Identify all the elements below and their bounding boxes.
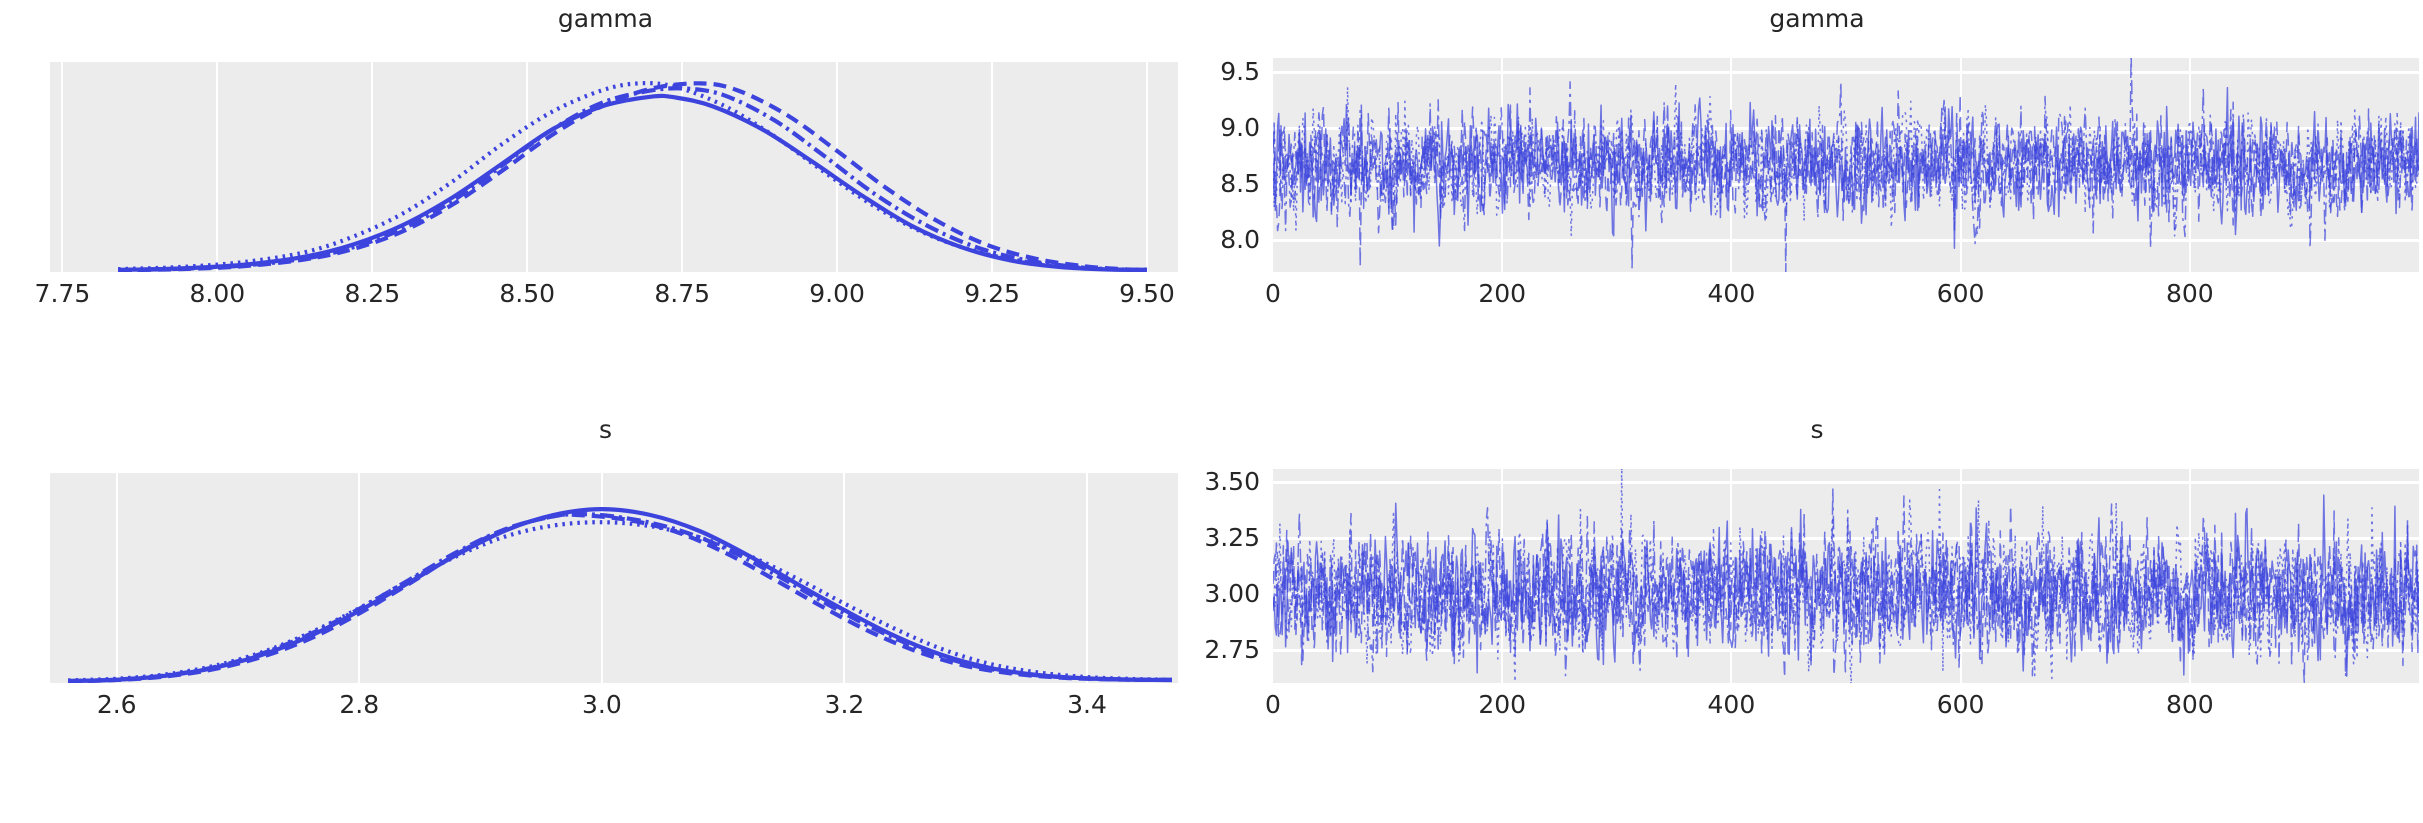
panel-s-density: s 2.6 2.8 3.0 3.2 3.4 [0,411,1211,823]
gridline-vertical [1501,58,1504,272]
chain-line [68,511,1172,683]
plot-lines [118,81,1148,272]
panel-gamma-trace: gamma 0 200 400 600 800 8.0 8.5 9.0 9.5 [1211,0,2423,411]
x-tick-label: 9.50 [1119,279,1175,308]
axes-s-trace [1273,469,2419,683]
axes-gamma-trace [1273,58,2419,272]
gridline-horizontal [1273,481,2419,485]
axes-gamma-density [50,62,1178,272]
x-tick-label: 800 [2165,690,2214,719]
y-tick-label: 3.00 [1204,578,1260,608]
gridline-horizontal [1273,126,2419,130]
gridline-vertical [1959,469,1962,683]
chain-line [118,86,1148,272]
panel-gamma-density: gamma 7.75 8.00 8.25 8.50 8.75 9.00 9.25 9.50 [0,0,1211,411]
panel-title-gamma-density: gamma [557,4,654,33]
gridline-vertical [1086,473,1089,683]
gridline-horizontal [1273,239,2419,243]
x-tick-label: 400 [1707,279,1756,308]
panel-s-trace: s 0 200 400 600 800 2.75 3.00 3.25 3.50 [1204,411,2423,823]
gridline-vertical [1730,469,1733,683]
gridline-vertical [2188,469,2191,683]
x-tick-label: 8.25 [344,279,401,308]
y-tick-label: 8.0 [1220,225,1260,255]
x-tick-label: 800 [2165,279,2214,308]
y-tick-label: 9.0 [1220,112,1260,142]
gridline-vertical [2188,58,2191,272]
chain-line [1273,494,2419,677]
x-tick-label: 3.4 [1067,690,1107,719]
x-tick-label: 8.75 [654,279,711,308]
gridline-vertical [61,62,64,272]
plot-lines [1273,469,2419,683]
y-tick-label: 8.5 [1220,169,1260,199]
gridline-horizontal [1273,537,2419,541]
gridline-vertical [1146,62,1148,272]
panel-title-gamma-trace: gamma [1769,4,1865,33]
gridline-vertical [600,473,603,683]
y-tick-label: 9.5 [1220,56,1260,86]
gridline-vertical [843,473,846,683]
gridline-vertical [991,62,994,272]
gridline-horizontal [1273,70,2419,74]
chain-line [118,81,1148,272]
chain-line [118,93,1148,272]
x-tick-label: 0 [1265,690,1281,719]
gridline-vertical [358,473,361,683]
gridline-vertical [115,473,118,683]
y-tick-label: 3.50 [1204,467,1260,497]
x-tick-label: 3.2 [824,690,865,719]
x-tick-label: 2.6 [96,690,137,719]
chain-line [68,520,1172,683]
chain-line [68,506,1172,683]
x-tick-label: 400 [1707,690,1756,719]
x-tick-label: 0 [1265,279,1281,308]
x-tick-label: 200 [1478,279,1527,308]
x-tick-label: 9.25 [964,279,1020,308]
chain-line [1273,58,2419,249]
y-tick-label: 3.25 [1204,523,1260,553]
chain-line [118,81,1148,272]
panel-title-s-density: s [598,415,613,444]
x-tick-label: 8.50 [499,279,556,308]
y-tick-label: 2.75 [1204,634,1260,664]
x-tick-label: 8.00 [189,279,246,308]
x-tick-label: 9.00 [809,279,865,308]
plot-lines [68,506,1172,683]
x-tick-label: 2.8 [339,690,380,719]
gridline-vertical [216,62,219,272]
gridline-vertical [526,62,529,272]
gridline-vertical [371,62,374,272]
x-tick-label: 3.0 [581,690,622,719]
axes-s-density [50,473,1178,683]
chain-line [1273,487,2419,678]
x-tick-label: 200 [1478,690,1527,719]
chain-line [68,512,1172,683]
x-tick-label: 7.75 [34,279,91,308]
x-tick-label: 600 [1936,690,1985,719]
panel-title-s-trace: s [1810,415,1824,444]
gridline-vertical [681,62,684,272]
x-tick-label: 600 [1936,279,1985,308]
plot-lines [1273,58,2419,272]
